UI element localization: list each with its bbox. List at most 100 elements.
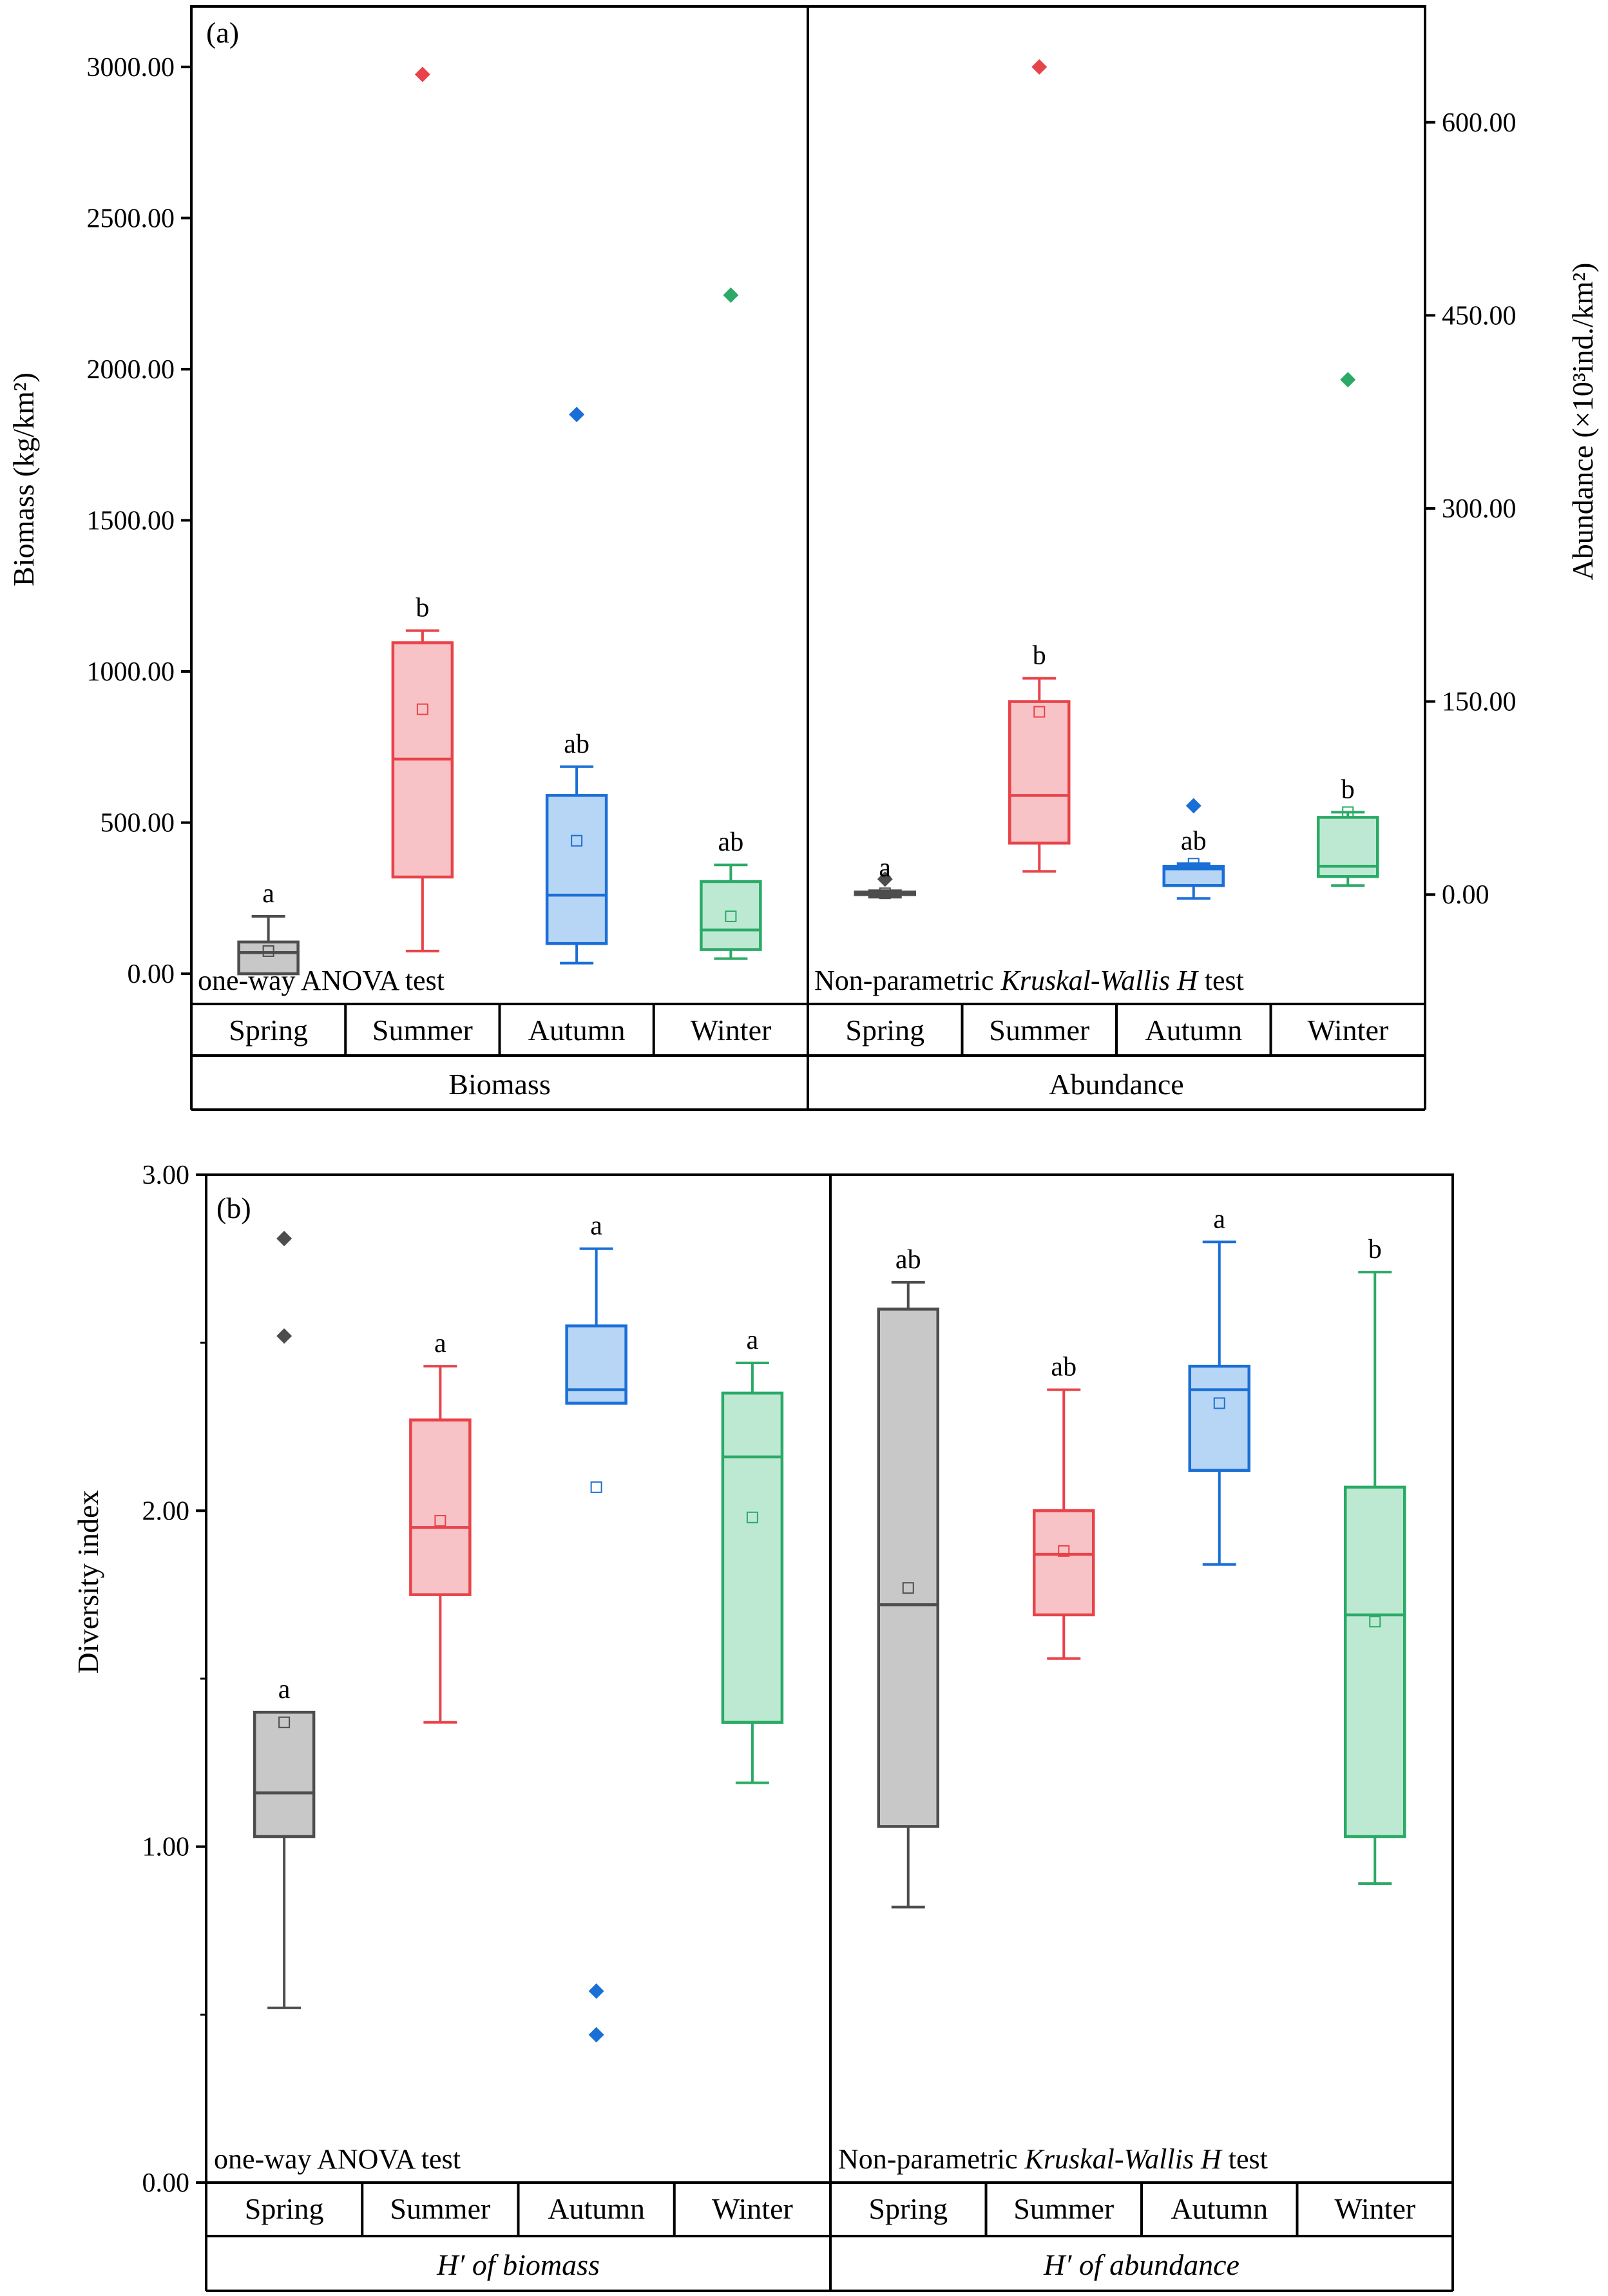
panel-label-b: (b) [216, 1191, 251, 1224]
y-tick-label-left: 3000.00 [87, 53, 175, 82]
significance-letter-spring: a [879, 853, 891, 883]
category-label-winter: Winter [1334, 2192, 1415, 2225]
significance-letter-winter: b [1368, 1235, 1382, 1264]
category-label-autumn: Autumn [548, 2192, 645, 2225]
significance-letter-winter: ab [718, 827, 744, 857]
mean-marker-spring [902, 1582, 914, 1594]
mean-marker-spring [879, 887, 891, 900]
category-label-autumn: Autumn [528, 1014, 626, 1047]
category-label-spring: Spring [845, 1014, 924, 1047]
significance-letter-spring: ab [895, 1245, 921, 1275]
y-axis-label-left: Biomass (kg/km²) [7, 372, 40, 586]
mean-marker-autumn [590, 1481, 602, 1493]
y-tick-label-left: 2000.00 [87, 355, 175, 385]
y-tick-label-right: 150.00 [1442, 688, 1517, 717]
y-tick-label-right: 300.00 [1442, 494, 1517, 524]
y-tick-label-right: 600.00 [1442, 108, 1517, 138]
test-label-part: Non-parametric [814, 965, 1001, 996]
y-tick-label-left: 0.00 [128, 960, 175, 989]
box-autumn [565, 1324, 627, 1405]
box-winter [700, 880, 762, 951]
significance-letter-spring: a [278, 1675, 291, 1704]
outlier-autumn [569, 407, 585, 423]
outlier-summer [1031, 59, 1048, 75]
box-summer [409, 1418, 472, 1596]
box-winter [721, 1391, 784, 1724]
category-label-spring: Spring [245, 2192, 324, 2225]
significance-letter-spring: a [262, 879, 274, 909]
significance-letter-summer: a [434, 1329, 446, 1358]
y-tick-label-right: 450.00 [1442, 301, 1517, 331]
mean-marker-winter [725, 910, 737, 922]
significance-letter-summer: b [1033, 641, 1046, 671]
significance-letter-autumn: ab [1181, 826, 1207, 856]
significance-letter-winter: a [747, 1326, 759, 1355]
box-summer [1008, 700, 1071, 845]
significance-letter-autumn: ab [564, 729, 589, 759]
panel-a: 0.00 500.00 1000.00 1500.00 2000.00 2500.00 30… [7, 5, 1599, 1111]
outlier-spring [276, 1328, 292, 1344]
box-autumn [1188, 1364, 1250, 1472]
significance-letter-summer: b [416, 593, 429, 623]
panel-label-a: (a) [206, 16, 239, 49]
box-summer [1033, 1509, 1095, 1617]
category-label-winter: Winter [712, 2192, 793, 2225]
box-spring [237, 940, 300, 976]
outlier-autumn [588, 2027, 604, 2043]
mean-marker-autumn [571, 834, 583, 847]
outlier-spring [877, 871, 893, 887]
mean-marker-summer [1058, 1545, 1070, 1557]
group-label-biomass: Biomass [448, 1068, 550, 1101]
outlier-autumn [1185, 798, 1201, 814]
box-spring [253, 1710, 316, 1838]
test-label-part: Kruskal-Wallis H [1000, 965, 1199, 996]
y-axis-label: Diversity index [72, 1490, 104, 1674]
test-label-part: Non-parametric [838, 2143, 1025, 2175]
y-axis-label-right: Abundance (×10³ind./km²) [1566, 263, 1599, 581]
outlier-winter [1340, 372, 1356, 388]
category-label-winter: Winter [690, 1014, 771, 1047]
test-label: Non-parametric Kruskal-Wallis H test [838, 2143, 1268, 2175]
y-tick-label: 2.00 [142, 1496, 190, 1526]
mean-marker-spring [278, 1716, 291, 1728]
category-label-summer: Summer [1013, 2192, 1114, 2225]
y-tick-label: 3.00 [142, 1161, 190, 1190]
mean-marker-autumn [1187, 858, 1200, 870]
test-label-part: test [1221, 2143, 1268, 2175]
test-label: Non-parametric Kruskal-Wallis H test [814, 965, 1244, 996]
mean-marker-spring [262, 945, 274, 957]
y-tick-label-left: 500.00 [100, 809, 175, 838]
significance-letter-autumn: a [1213, 1204, 1225, 1234]
mean-marker-summer [1033, 706, 1046, 718]
outlier-spring [276, 1231, 292, 1247]
category-label-summer: Summer [989, 1014, 1089, 1047]
group-label: H′ of biomass [436, 2248, 600, 2281]
test-label-part: Kruskal-Wallis H [1024, 2143, 1223, 2175]
test-label-part: test [1198, 965, 1244, 996]
significance-letter-winter: b [1341, 775, 1355, 804]
mean-marker-summer [416, 703, 428, 715]
category-label-summer: Summer [372, 1014, 473, 1047]
y-tick-label-left: 2500.00 [87, 204, 175, 233]
category-label-autumn: Autumn [1171, 2192, 1268, 2225]
category-label-summer: Summer [390, 2192, 490, 2225]
outlier-winter [723, 287, 739, 303]
mean-marker-winter [1342, 806, 1354, 818]
box-winter [1344, 1485, 1406, 1838]
outlier-autumn [588, 1983, 604, 1999]
mean-marker-winter [1369, 1616, 1381, 1628]
y-tick-label: 0.00 [142, 2168, 190, 2198]
category-label-spring: Spring [229, 1014, 308, 1047]
category-label-autumn: Autumn [1145, 1014, 1242, 1047]
mean-marker-summer [434, 1514, 446, 1527]
panel-b: 0.00 1.00 2.00 3.00 Diversity index (b) Spring… [72, 1161, 1454, 2292]
y-tick-label: 1.00 [142, 1833, 190, 1862]
box-autumn [545, 794, 608, 945]
outlier-summer [414, 66, 430, 82]
mean-marker-autumn [1213, 1397, 1225, 1409]
y-tick-label-left: 1000.00 [87, 657, 175, 687]
mean-marker-winter [746, 1511, 758, 1523]
category-label-winter: Winter [1307, 1014, 1388, 1047]
significance-letter-summer: ab [1051, 1353, 1077, 1382]
